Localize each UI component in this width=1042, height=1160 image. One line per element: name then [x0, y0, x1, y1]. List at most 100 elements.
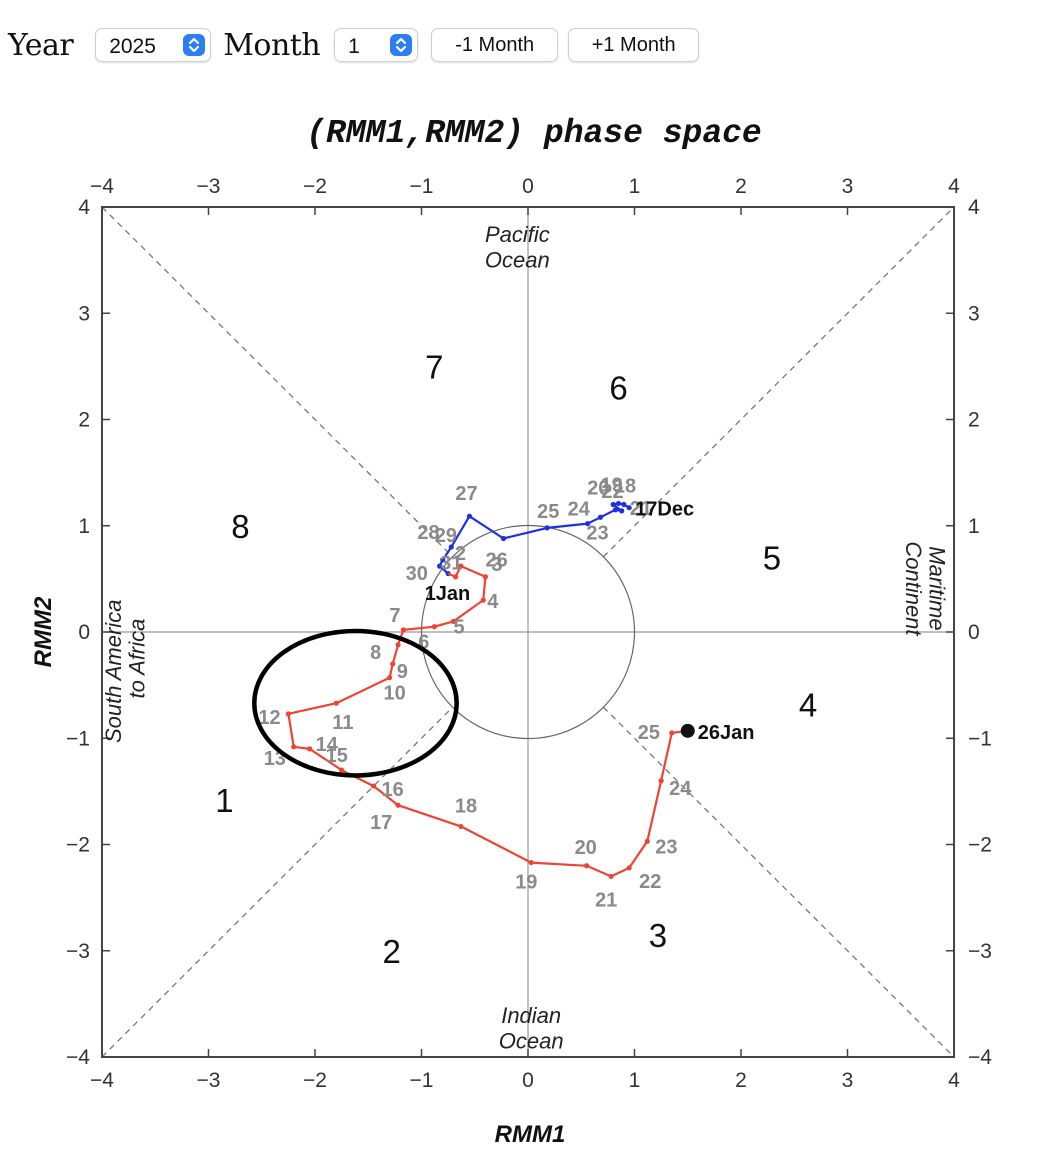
end-point-marker — [680, 723, 695, 738]
x-tick-label-bottom: 2 — [735, 1069, 747, 1092]
january-point — [482, 574, 488, 580]
x-tick-label-bottom: −2 — [303, 1069, 327, 1092]
day-label: 24 — [669, 778, 692, 800]
x-tick-label-top: 3 — [842, 175, 854, 198]
x-tick-label-top: 0 — [522, 175, 534, 198]
month-select[interactable]: 1 — [334, 28, 419, 62]
january-point — [431, 624, 437, 630]
y-tick-label-right: −1 — [968, 727, 992, 750]
y-tick-label-left: 2 — [78, 409, 90, 432]
x-tick-label-top: −1 — [410, 175, 434, 198]
y-tick-label-right: 2 — [968, 409, 980, 432]
x-tick-label-bottom: 1 — [629, 1069, 641, 1092]
y-tick-label-left: 1 — [78, 515, 90, 538]
january-point — [528, 859, 534, 866]
january-point — [395, 642, 401, 648]
phase-number: 4 — [799, 686, 817, 723]
diagonal-guide — [101, 706, 454, 1058]
december-point — [500, 535, 507, 542]
x-tick-label-bottom: −3 — [197, 1069, 221, 1092]
day-label: 12 — [258, 707, 280, 729]
x-tick-label-bottom: −4 — [90, 1069, 114, 1092]
region-label-pacific: Ocean — [485, 248, 550, 273]
january-point — [450, 618, 457, 624]
phase-number: 1 — [215, 782, 233, 819]
january-point — [333, 700, 339, 706]
diagonal-guide — [602, 206, 955, 558]
y-tick-label-right: 0 — [968, 621, 980, 644]
x-tick-label-bottom: −1 — [410, 1069, 434, 1092]
year-label: Year — [8, 27, 74, 63]
phase-number: 8 — [231, 508, 249, 545]
day-label: 22 — [601, 481, 623, 503]
january-trajectory — [287, 565, 688, 878]
phase-guides — [101, 206, 955, 1058]
january-point — [644, 838, 650, 844]
december-point — [610, 501, 616, 508]
next-month-button[interactable]: +1 Month — [568, 28, 700, 62]
y-tick-label-right: 1 — [968, 515, 980, 538]
x-tick-label-top: −3 — [197, 175, 221, 198]
chart-series — [285, 500, 695, 879]
january-point — [608, 873, 614, 879]
december-point — [437, 563, 443, 569]
month-select-value: 1 — [348, 35, 360, 58]
day-label: 9 — [397, 661, 408, 683]
phase-number: 5 — [763, 540, 781, 577]
day-label: 31 — [440, 553, 462, 575]
y-tick-label-left: −1 — [66, 727, 90, 750]
december-point — [585, 521, 591, 527]
y-tick-label-left: −3 — [66, 940, 90, 963]
previous-month-button[interactable]: -1 Month — [431, 28, 559, 62]
january-point — [395, 802, 401, 808]
day-label: 18 — [455, 795, 477, 817]
region-label-south-america: South America — [101, 600, 126, 743]
day-label: 30 — [406, 563, 428, 585]
y-tick-label-left: 4 — [78, 196, 90, 219]
day-label: 25 — [638, 722, 660, 744]
x-tick-label-bottom: 3 — [842, 1069, 854, 1092]
december-point — [466, 513, 473, 519]
region-label-south-america: to Africa — [125, 619, 150, 699]
day-label: 19 — [601, 474, 623, 496]
toolbar: Year 2025 Month 1 -1 Month +1 Month — [8, 22, 700, 68]
diagonal-guide — [101, 206, 454, 558]
x-tick-label-bottom: 4 — [948, 1069, 960, 1092]
region-label-indian: Ocean — [499, 1029, 564, 1054]
january-point — [307, 746, 313, 752]
january-point — [458, 823, 464, 830]
day-label: 16 — [382, 779, 404, 801]
phase-number: 3 — [649, 917, 667, 954]
start-date-label: 17Dec — [635, 499, 694, 521]
december-point — [440, 557, 446, 563]
y-tick-label-left: 0 — [78, 621, 90, 644]
y-tick-label-right: 3 — [968, 302, 980, 325]
day-label: 15 — [326, 745, 348, 767]
day-label: 21 — [595, 889, 617, 911]
region-label-indian: Indian — [501, 1003, 561, 1028]
x-tick-label-top: 4 — [948, 175, 960, 198]
day-label: 20 — [575, 837, 597, 859]
year-select-value: 2025 — [109, 35, 156, 58]
day-label: 6 — [418, 632, 429, 654]
day-label: 2 — [455, 543, 466, 565]
x-tick-label-top: 1 — [629, 175, 641, 198]
january-point — [626, 865, 632, 871]
year-select[interactable]: 2025 — [95, 28, 212, 62]
january-point — [386, 675, 393, 681]
december-point — [448, 544, 454, 550]
day-label: 19 — [515, 872, 537, 894]
january-point — [658, 778, 664, 784]
phase-number: 6 — [609, 370, 627, 407]
diagonal-guide — [602, 706, 955, 1058]
january-point — [285, 711, 291, 717]
phase-number: 2 — [383, 933, 401, 970]
day-label: 8 — [370, 642, 381, 664]
december-point — [619, 508, 625, 514]
y-tick-label-left: −4 — [66, 1046, 90, 1069]
day-label: 24 — [568, 499, 591, 521]
y-tick-label-left: −2 — [66, 834, 90, 857]
y-axis-title: RMM2 — [30, 596, 57, 667]
